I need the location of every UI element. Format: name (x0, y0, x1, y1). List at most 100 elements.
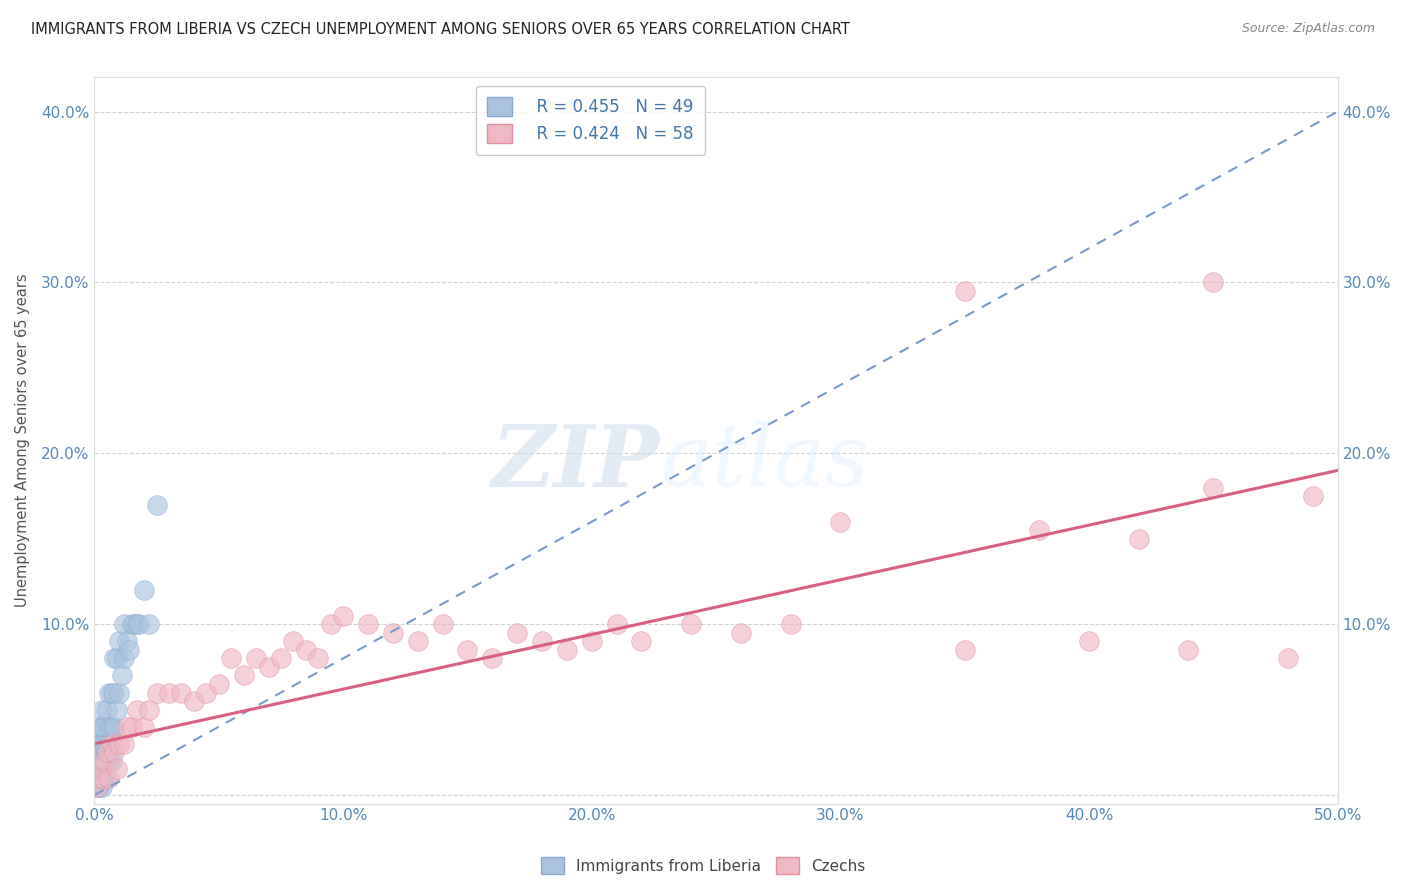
Point (125, 617, 148, 632)
Point (357, 617, 380, 632)
Point (128, 617, 150, 632)
Point (270, 651, 292, 665)
Text: Source: ZipAtlas.com: Source: ZipAtlas.com (1241, 22, 1375, 36)
Point (98, 720, 121, 734)
Point (90, 754, 112, 768)
Point (183, 694, 205, 708)
Point (157, 685, 180, 699)
Point (93, 720, 115, 734)
Point (630, 634, 652, 648)
Point (86, 754, 108, 768)
Point (145, 498, 167, 512)
Legend:   R = 0.455   N = 49,   R = 0.424   N = 58: R = 0.455 N = 49, R = 0.424 N = 58 (475, 86, 704, 155)
Point (953, 284, 976, 298)
Point (208, 677, 231, 691)
Point (1177, 643, 1199, 657)
Text: IMMIGRANTS FROM LIBERIA VS CZECH UNEMPLOYMENT AMONG SENIORS OVER 65 YEARS CORREL: IMMIGRANTS FROM LIBERIA VS CZECH UNEMPLO… (31, 22, 849, 37)
Point (830, 515, 852, 529)
Point (103, 685, 125, 699)
Point (257, 660, 280, 674)
Point (98, 754, 121, 768)
Point (481, 651, 503, 665)
Point (283, 634, 305, 648)
Point (89, 771, 111, 785)
Point (98, 771, 121, 785)
Point (98, 685, 121, 699)
Point (108, 685, 131, 699)
Point (103, 745, 125, 759)
Point (98, 737, 121, 751)
Point (112, 651, 135, 665)
Point (86, 771, 108, 785)
Point (101, 720, 124, 734)
Point (555, 643, 578, 657)
Point (93, 754, 115, 768)
Point (86, 780, 108, 794)
Y-axis label: Unemployment Among Seniors over 65 years: Unemployment Among Seniors over 65 years (15, 274, 30, 607)
Point (101, 685, 124, 699)
Point (103, 720, 125, 734)
Point (730, 625, 752, 640)
Point (195, 685, 218, 699)
Point (90, 720, 112, 734)
Point (89, 771, 111, 785)
Point (1202, 481, 1225, 495)
Point (121, 617, 143, 632)
Point (118, 643, 141, 657)
Point (89, 720, 111, 734)
Point (96, 754, 118, 768)
Point (456, 643, 478, 657)
Point (307, 651, 329, 665)
Point (581, 634, 603, 648)
Point (1078, 634, 1101, 648)
Point (90, 737, 112, 751)
Point (112, 617, 135, 632)
Point (138, 703, 160, 717)
Point (779, 617, 801, 632)
Point (96, 737, 118, 751)
Legend: Immigrants from Liberia, Czechs: Immigrants from Liberia, Czechs (534, 851, 872, 880)
Point (332, 608, 354, 623)
Point (1128, 532, 1150, 546)
Point (381, 625, 404, 640)
Text: atlas: atlas (659, 421, 869, 504)
Point (319, 617, 342, 632)
Point (96, 703, 118, 717)
Point (170, 685, 193, 699)
Point (138, 617, 160, 632)
Point (681, 617, 703, 632)
Point (89, 737, 111, 751)
Point (105, 651, 128, 665)
Point (121, 720, 143, 734)
Point (232, 668, 254, 682)
Point (105, 703, 128, 717)
Point (90, 703, 112, 717)
Point (953, 643, 976, 657)
Point (530, 634, 553, 648)
Point (96, 745, 118, 759)
Point (86, 780, 108, 794)
Point (103, 651, 125, 665)
Point (219, 651, 242, 665)
Point (90, 771, 112, 785)
Point (86, 737, 108, 751)
Point (134, 720, 156, 734)
Point (108, 634, 131, 648)
Point (1277, 651, 1299, 665)
Point (432, 617, 454, 632)
Point (89, 754, 111, 768)
Point (245, 651, 267, 665)
Point (606, 617, 628, 632)
Point (93, 737, 115, 751)
Point (111, 668, 134, 682)
Point (406, 634, 429, 648)
Point (101, 737, 124, 751)
Point (1028, 523, 1050, 537)
Point (90, 763, 112, 777)
Point (112, 737, 135, 751)
Point (134, 582, 156, 597)
Point (96, 771, 118, 785)
Point (108, 737, 131, 751)
Point (93, 771, 115, 785)
Point (1202, 276, 1225, 290)
